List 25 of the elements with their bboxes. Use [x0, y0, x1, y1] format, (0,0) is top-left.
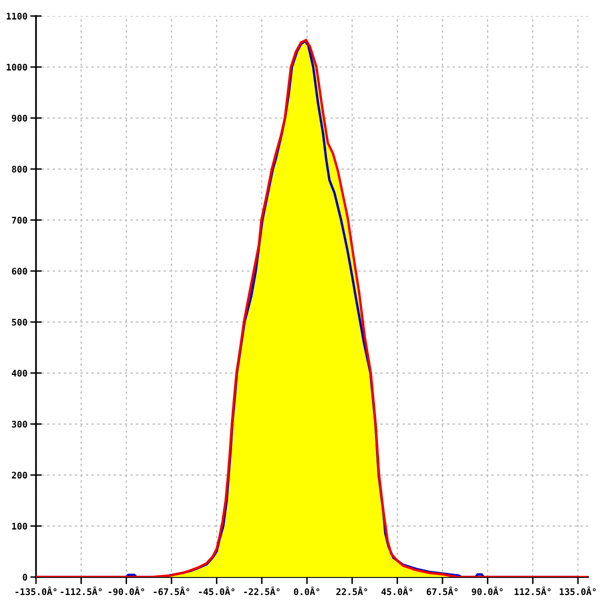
- y-tick-label: 300: [12, 420, 28, 428]
- y-tick-label: 0: [22, 574, 28, 581]
- x-tick-label: 135.0Â°: [560, 586, 596, 596]
- y-tick-label: 100: [12, 522, 28, 530]
- y-tick-label: 1000: [6, 64, 28, 71]
- y-tick-label: 700: [12, 216, 28, 224]
- x-tick-label: -90.0Â°: [108, 586, 144, 596]
- x-tick-label: -45.0Â°: [198, 586, 234, 596]
- y-tick-label: 600: [12, 268, 28, 275]
- x-tick-label: 90.0Â°: [472, 586, 503, 596]
- y-tick-label: 800: [12, 166, 28, 173]
- y-tick-label: 900: [12, 114, 28, 122]
- x-tick-label: 67.5Â°: [426, 586, 458, 596]
- x-tick-label: -135.0Â°: [16, 586, 56, 596]
- y-tick-label: 400: [12, 370, 28, 377]
- x-tick-label: -67.5Â°: [154, 586, 190, 596]
- x-tick-label: -112.5Â°: [60, 586, 102, 596]
- y-tick-label: 500: [12, 318, 28, 326]
- x-tick-label: 0.0Â°: [294, 586, 320, 596]
- x-tick-label: 112.5Â°: [514, 586, 551, 596]
- y-tick-label: 200: [12, 472, 28, 479]
- y-tick-label: 1100: [6, 12, 28, 20]
- x-tick-label: 45.0Â°: [381, 586, 412, 596]
- x-tick-label: 22.5Â°: [336, 586, 368, 596]
- x-tick-label: -22.5Â°: [244, 586, 280, 596]
